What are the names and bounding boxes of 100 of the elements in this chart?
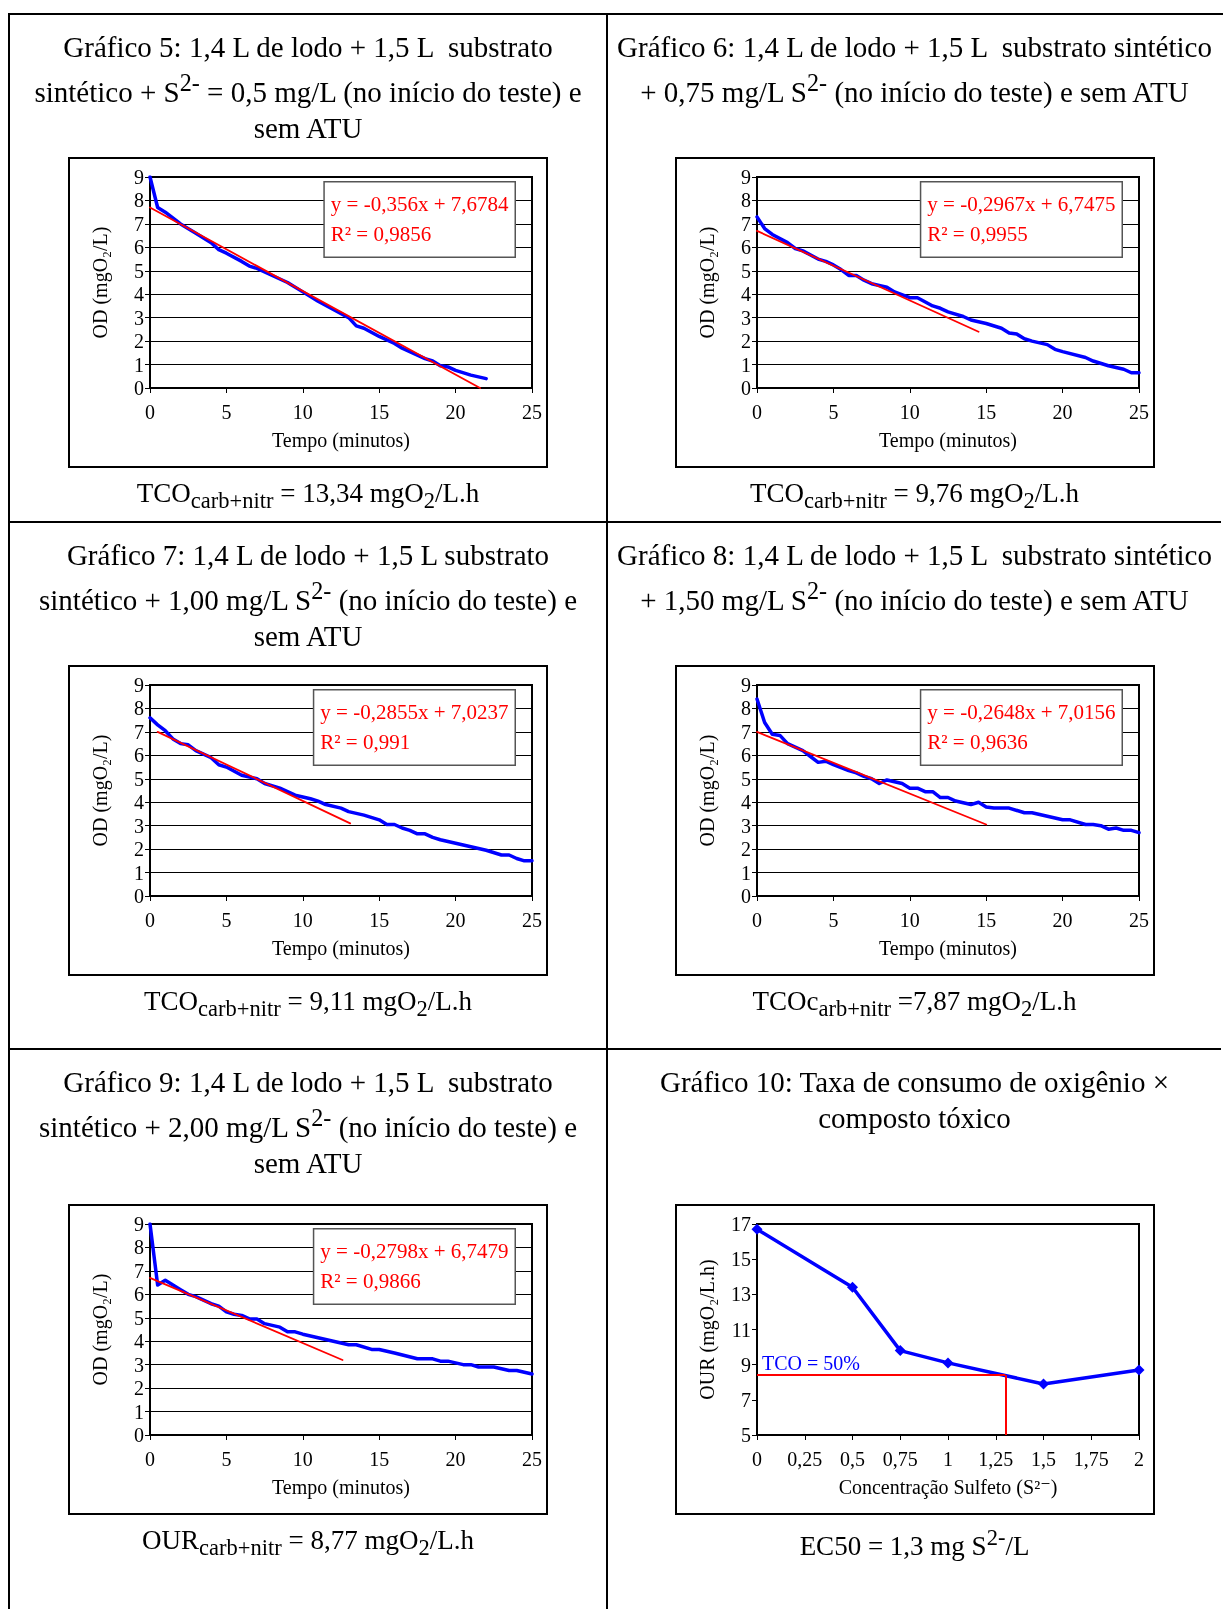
text: TCO$_{carb+nitr}$ = 13,34 mgO$_{2}$/L.h (136, 478, 480, 515)
y-tick-label: 6 (740, 744, 751, 767)
annotation: R² = 0,991 (320, 729, 411, 754)
y-tick-label: 4 (134, 1330, 144, 1353)
y-tick-label: 11 (731, 1318, 751, 1341)
chart-title: Gráfico 6: 1,4 L de lodo + 1,5 L substrato sintético + 0,75 mg/L S$^{2-}$ (no início do teste) e sem ATU (616, 30, 1213, 110)
x-tick-label: 0,75 (882, 1448, 918, 1470)
y-tick-label: 15 (730, 1248, 751, 1271)
y-tick-label: 5 (740, 767, 751, 790)
x-tick-label: 25 (1128, 401, 1149, 423)
y-tick-label: 8 (740, 697, 751, 720)
y-tick-label: 3 (740, 814, 751, 837)
y-tick-label: 9 (134, 1213, 144, 1235)
x-axis-title: Tempo (minutos) (878, 429, 1017, 452)
y-tick-label: 5 (134, 767, 144, 790)
x-tick-label: 10 (899, 909, 920, 931)
y-tick-label: 9 (134, 166, 144, 188)
y-tick-label: 1 (740, 861, 751, 884)
x-tick-label: 1 (942, 1448, 953, 1470)
y-tick-label: 1 (134, 1400, 144, 1423)
y-tick-label: 1 (134, 861, 144, 884)
x-axis-title: Tempo (minutos) (271, 1476, 411, 1499)
text: TCOc$_{arb+nitr}$ =7,87 mgO$_{2}$/L.h (752, 986, 1077, 1023)
x-tick-label: 1,75 (1073, 1448, 1109, 1470)
x-tick-label: 15 (975, 909, 996, 931)
y-tick-label: 7 (740, 1388, 751, 1411)
annotation: y = -0,2798x + 6,7479 (320, 1238, 509, 1263)
x-tick-label: 2 (1133, 1448, 1144, 1470)
x-tick-label: 0,5 (839, 1448, 865, 1470)
annotation: y = -0,2967x + 6,7475 (926, 191, 1116, 216)
x-tick-label: 25 (522, 401, 542, 423)
x-tick-label: 15 (369, 909, 390, 931)
chart-title: Gráfico 7: 1,4 L de lodo + 1,5 L substrato sintético + 1,00 mg/L S$^{2-}$ (no início do teste) e sem ATU (38, 538, 578, 654)
annotation: y = -0,2855x + 7,0237 (320, 699, 509, 724)
text: TCO$_{carb+nitr}$ = 9,76 mgO$_{2}$/L.h (750, 478, 1079, 515)
text: TCO$_{carb+nitr}$ = 9,11 mgO$_{2}$/L.h (144, 986, 472, 1023)
y-tick-label: 3 (134, 306, 144, 329)
y-axis-title: OD (mgO₂/L) (89, 226, 112, 339)
text: OUR$_{carb+nitr}$ = 8,77 mgO$_{2}$/L.h (142, 1525, 474, 1562)
x-tick-label: 25 (1128, 909, 1149, 931)
y-tick-label: 9 (740, 674, 751, 696)
text: EC50 = 1,3 mg S$^{2-}$/L (799, 1525, 1030, 1562)
y-axis-title: OD (mgO₂/L) (89, 734, 112, 847)
chart-title: Gráfico 8: 1,4 L de lodo + 1,5 L substrato sintético + 1,50 mg/L S$^{2-}$ (no início do teste) e sem ATU (616, 538, 1213, 618)
x-tick-label: 15 (369, 1448, 390, 1470)
x-tick-label: 15 (369, 401, 390, 423)
y-tick-label: 7 (740, 720, 751, 743)
x-tick-label: 20 (1052, 909, 1073, 931)
x-tick-label: 10 (292, 401, 313, 423)
y-axis-title: OUR (mgO₂/L.h) (695, 1259, 719, 1400)
x-axis-title: Tempo (minutos) (878, 937, 1017, 960)
x-tick-label: 5 (221, 909, 232, 931)
annotation: R² = 0,9856 (330, 221, 432, 246)
annotation: R² = 0,9866 (320, 1268, 421, 1293)
y-tick-label: 7 (134, 212, 144, 235)
y-tick-label: 0 (740, 377, 751, 399)
annotation: y = -0,2648x + 7,0156 (926, 699, 1116, 724)
y-tick-label: 1 (134, 353, 144, 376)
x-tick-label: 5 (221, 401, 232, 423)
y-tick-label: 2 (134, 1377, 144, 1400)
y-tick-label: 6 (134, 236, 144, 259)
y-tick-label: 5 (740, 259, 751, 282)
y-tick-label: 7 (134, 1259, 144, 1282)
y-tick-label: 0 (134, 1424, 144, 1446)
x-tick-label: 20 (445, 909, 466, 931)
y-tick-label: 6 (134, 1283, 144, 1306)
y-tick-label: 3 (134, 814, 144, 837)
y-tick-label: 8 (134, 189, 144, 212)
y-tick-label: 8 (134, 1236, 144, 1259)
y-axis-title: OD (mgO₂/L) (695, 734, 719, 847)
annotation: TCO = 50% (761, 1352, 860, 1375)
y-tick-label: 4 (740, 791, 751, 814)
x-tick-label: 5 (827, 401, 838, 423)
y-tick-label: 13 (730, 1283, 751, 1306)
y-tick-label: 2 (134, 838, 144, 861)
x-tick-label: 10 (292, 909, 313, 931)
x-tick-label: 1,25 (977, 1448, 1013, 1470)
y-tick-label: 2 (134, 330, 144, 353)
y-tick-label: 0 (134, 377, 144, 399)
y-tick-label: 2 (740, 330, 751, 353)
y-tick-label: 2 (740, 838, 751, 861)
y-tick-label: 3 (134, 1353, 144, 1376)
y-tick-label: 5 (134, 1306, 144, 1329)
x-tick-label: 20 (445, 1448, 466, 1470)
annotation: y = -0,356x + 7,6784 (330, 191, 509, 216)
chart-title: Gráfico 10: Taxa de consumo de oxigênio × composto tóxico (658, 1065, 1171, 1136)
y-tick-label: 6 (134, 744, 144, 767)
x-tick-label: 20 (1052, 401, 1073, 423)
y-tick-label: 17 (730, 1213, 751, 1235)
y-axis-title: OD (mgO₂/L) (89, 1273, 112, 1386)
y-tick-label: 9 (740, 166, 751, 188)
x-tick-label: 25 (522, 1448, 542, 1470)
y-axis-title: OD (mgO₂/L) (695, 226, 719, 339)
y-tick-label: 7 (134, 720, 144, 743)
y-tick-label: 7 (740, 212, 751, 235)
y-tick-label: 6 (740, 236, 751, 259)
x-tick-label: 1,5 (1030, 1448, 1056, 1470)
x-tick-label: 10 (899, 401, 920, 423)
x-axis-title: Tempo (minutos) (271, 937, 411, 960)
x-tick-label: 5 (827, 909, 838, 931)
